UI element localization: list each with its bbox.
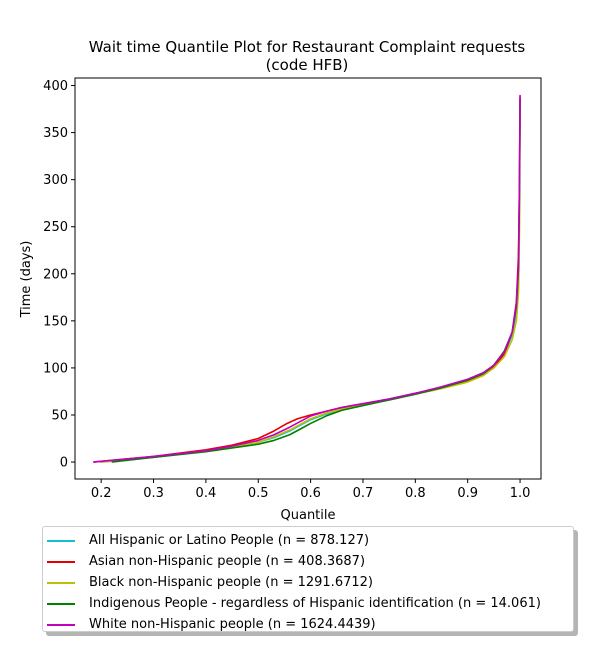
legend-swatch (47, 539, 75, 542)
y-tick-label: 200 (43, 267, 68, 282)
x-tick-label: 0.7 (353, 486, 374, 501)
legend-label: Asian non-Hispanic people (n = 408.3687) (89, 554, 366, 569)
legend-item: Indigenous People - regardless of Hispan… (43, 593, 573, 614)
y-tick-label: 400 (43, 79, 68, 94)
chart-legend: All Hispanic or Latino People (n = 878.1… (42, 526, 574, 632)
y-tick-label: 50 (51, 408, 68, 423)
series-line-4 (111, 99, 521, 463)
axes-frame (74, 77, 542, 480)
legend-swatch (47, 602, 75, 605)
x-tick-label: 0.6 (300, 486, 321, 501)
x-tick-label: 0.3 (143, 486, 164, 501)
axis-ticks: 0.2 0.3 0.4 0.5 0.6 0.7 0.8 0.9 1.0 0 50 100 150 200 2… (43, 79, 530, 501)
series-line-2 (93, 96, 521, 463)
series-line-3 (101, 104, 521, 463)
legend-label: Black non-Hispanic people (n = 1291.6712… (89, 575, 373, 590)
legend-label: Indigenous People - regardless of Hispan… (89, 596, 541, 611)
plot-area (93, 94, 521, 463)
legend-item: White non-Hispanic people (n = 1624.4439… (43, 614, 573, 635)
legend-item: All Hispanic or Latino People (n = 878.1… (43, 530, 573, 551)
y-tick-label: 250 (43, 220, 68, 235)
legend-swatch (47, 623, 75, 626)
chart-title: Wait time Quantile Plot for Restaurant C… (89, 38, 526, 74)
legend-swatch (47, 560, 75, 563)
x-tick-label: 0.8 (405, 486, 426, 501)
y-tick-label: 0 (60, 456, 68, 471)
x-tick-label: 0.9 (457, 486, 478, 501)
x-tick-label: 0.5 (248, 486, 269, 501)
legend-swatch (47, 581, 75, 584)
y-tick-label: 150 (43, 314, 68, 329)
legend-label: White non-Hispanic people (n = 1624.4439… (89, 617, 376, 632)
y-tick-label: 300 (43, 173, 68, 188)
y-tick-label: 350 (43, 126, 68, 141)
y-tick-label: 100 (43, 361, 68, 376)
series-line-5 (93, 94, 521, 463)
legend-label: All Hispanic or Latino People (n = 878.1… (89, 533, 370, 548)
x-tick-label: 0.4 (196, 486, 217, 501)
series-line-1 (101, 99, 521, 463)
x-axis-label: Quantile (281, 508, 336, 523)
x-tick-label: 1.0 (510, 486, 531, 501)
legend-item: Black non-Hispanic people (n = 1291.6712… (43, 572, 573, 593)
y-axis-label: Time (days) (19, 241, 34, 319)
x-tick-label: 0.2 (91, 486, 112, 501)
legend-item: Asian non-Hispanic people (n = 408.3687) (43, 551, 573, 572)
